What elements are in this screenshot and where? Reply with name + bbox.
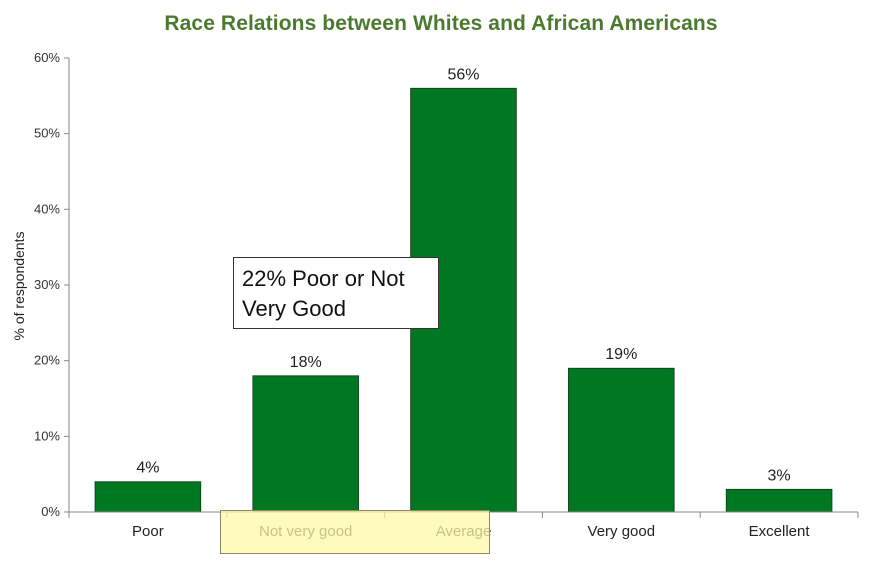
value-label: 4%	[136, 460, 159, 477]
bar-very-good	[568, 367, 675, 513]
y-axis-title: % of respondents	[11, 232, 27, 341]
bar-excellent	[725, 488, 833, 513]
value-label: 18%	[290, 354, 322, 371]
bar-poor	[94, 481, 202, 513]
y-tick-label: 50%	[34, 126, 60, 141]
y-tick-label: 40%	[34, 201, 60, 216]
category-label: Very good	[588, 523, 656, 540]
category-label: Excellent	[749, 523, 811, 540]
bar-not-very-good	[252, 375, 359, 513]
chart-title: Race Relations between Whites and Africa…	[164, 12, 718, 35]
value-label: 56%	[447, 66, 479, 83]
callout-annotation: 22% Poor or Not Very Good	[233, 257, 439, 329]
y-tick-label: 0%	[41, 504, 60, 519]
y-tick-label: 30%	[34, 277, 60, 292]
highlight-box	[220, 510, 490, 554]
y-tick-label: 10%	[34, 428, 60, 443]
y-tick-label: 20%	[34, 353, 60, 368]
category-label: Poor	[132, 523, 164, 540]
value-label: 19%	[605, 346, 637, 363]
value-label: 3%	[768, 467, 791, 484]
y-tick-label: 60%	[34, 50, 60, 65]
